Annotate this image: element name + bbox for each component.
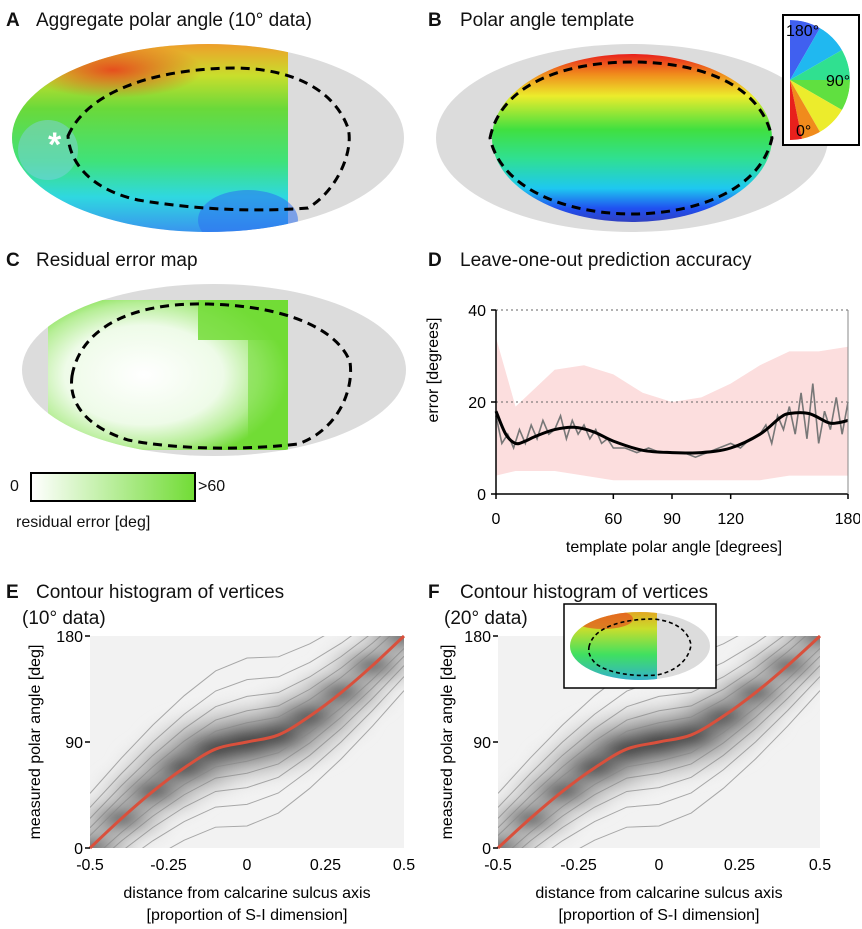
panel-e-xlabel2: [proportion of S-I dimension] [147, 907, 348, 924]
panel-e-contours [90, 636, 404, 848]
panel-f-fit-line [496, 634, 822, 850]
panel-c-colorbar-min: 0 [10, 478, 19, 495]
panel-e-ytick-label: 180 [56, 630, 83, 646]
panel-b-legend-0: 0° [796, 123, 811, 140]
panel-e-xtick-label: 0.5 [393, 857, 415, 874]
panel-d-ylabel: error [degrees] [425, 318, 442, 423]
panel-f-xtick-label: -0.5 [484, 857, 512, 874]
panel-f-ytick-label: 0 [482, 841, 491, 858]
panel-d-title: Leave-one-out prediction accuracy [460, 250, 752, 271]
panel-b-polar-legend: 180° 90° 0° [782, 14, 860, 146]
panel-a-dashed-contour [66, 66, 351, 212]
panel-f-xtick-label: 0 [655, 857, 664, 874]
panel-a-letter: A [6, 10, 20, 31]
panel-e-ylabel: measured polar angle [deg] [27, 645, 44, 840]
panel-f-letter: F [428, 582, 440, 603]
panel-e-letter: E [6, 582, 19, 603]
panel-d-xtick-label: 180 [835, 511, 860, 528]
panel-e-title-line2: (10° data) [22, 608, 106, 629]
panel-f-inset-map [563, 603, 717, 689]
panel-e-xtick-label: 0.25 [310, 857, 341, 874]
panel-e-xtick-label: 0 [243, 857, 252, 874]
panel-f-xtick-label: -0.25 [560, 857, 597, 874]
panel-d-xtick-label: 60 [604, 511, 622, 528]
panel-d-axes: 0 60 90 120 180 0 20 40 [468, 303, 860, 528]
panel-c-error-map [22, 284, 406, 456]
panel-e-ytick-label: 90 [65, 735, 83, 752]
panel-b-template-map [436, 44, 828, 232]
panel-c-colorbar [30, 472, 196, 502]
panel-c-title: Residual error map [36, 250, 198, 271]
panel-d-xlabel: template polar angle [degrees] [566, 539, 782, 556]
panel-a-star-marker: * [48, 126, 62, 164]
panel-d-series-smooth [494, 410, 849, 455]
panel-e-chart: 0 90 180 -0.5 -0.25 0 0.25 0.5 distance from cal… [27, 630, 415, 924]
panel-f-ylabel: measured polar angle [deg] [439, 645, 456, 840]
panel-c-colorbar-label: residual error [deg] [16, 514, 151, 531]
panel-f-title-line2: (20° data) [444, 608, 528, 629]
panel-d-ytick-label: 20 [468, 395, 486, 412]
panel-b-letter: B [428, 10, 442, 31]
panel-e-xtick-label: -0.25 [150, 857, 187, 874]
panel-d-series [494, 383, 849, 459]
panel-d-chart: 0 60 90 120 180 0 20 40 template polar angle [d… [425, 303, 860, 556]
panel-f-xlabel2: [proportion of S-I dimension] [559, 907, 760, 924]
panel-f-chart: 0 90 180 -0.5 -0.25 0 0.25 0.5 distance from cal… [439, 630, 831, 924]
panel-f-ytick-label: 90 [473, 735, 491, 752]
panel-d-xtick-label: 120 [717, 511, 744, 528]
panel-e-ytick-label: 0 [74, 841, 83, 858]
panel-d-letter: D [428, 250, 442, 271]
panel-d-xtick-label: 0 [492, 511, 501, 528]
panel-b-gradient [492, 54, 772, 222]
panel-e-xtick-label: -0.5 [76, 857, 104, 874]
panel-e-title-line1: Contour histogram of vertices [36, 582, 285, 603]
panel-f-xtick-label: 0.25 [724, 857, 755, 874]
panel-e-xlabel: distance from calcarine sulcus axis [123, 885, 370, 902]
panel-d-ytick-label: 0 [477, 487, 486, 504]
panel-d-xtick-label: 90 [663, 511, 681, 528]
panel-d-gridlines [496, 309, 848, 403]
panel-f-xlabel: distance from calcarine sulcus axis [535, 885, 782, 902]
panel-b-legend-90: 90° [826, 73, 850, 90]
panel-b-dashed-contour [488, 60, 774, 216]
panel-a-map: * [12, 44, 404, 232]
panel-c-colorbar-max: >60 [198, 478, 226, 495]
panel-c-dashed-contour [70, 302, 353, 450]
panel-f-ytick-label: 180 [464, 630, 491, 646]
panel-b-title: Polar angle template [460, 10, 635, 31]
panel-f-title-line1: Contour histogram of vertices [460, 582, 709, 603]
panel-c-letter: C [6, 250, 20, 271]
panel-f-xtick-label: 0.5 [809, 857, 831, 874]
panel-d-ytick-label: 40 [468, 303, 486, 320]
panel-b-legend-180: 180° [786, 23, 819, 40]
panel-a-title: Aggregate polar angle (10° data) [36, 10, 312, 31]
panel-d-confidence-band [496, 337, 848, 481]
panel-e-fit-line [88, 634, 406, 850]
panel-d-band-area [496, 337, 848, 481]
